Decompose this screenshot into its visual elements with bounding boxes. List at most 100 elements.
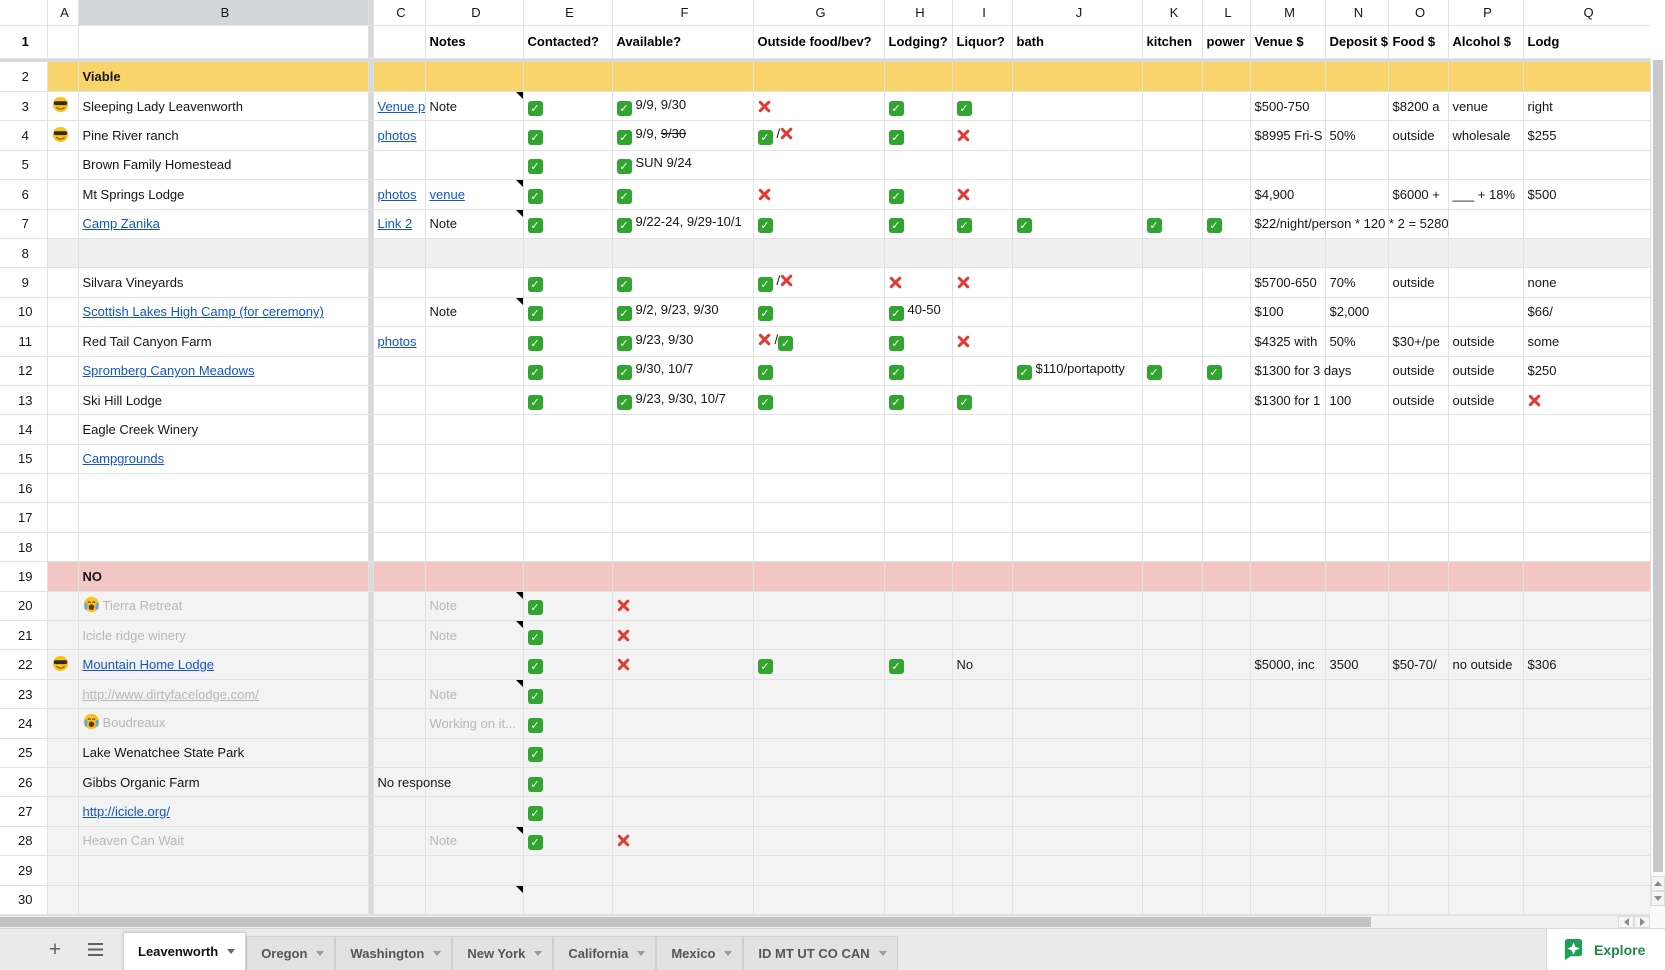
cell-B13[interactable]: Ski Hill Lodge (78, 385, 369, 416)
cell-I22[interactable]: No (952, 649, 1013, 680)
cell-F10[interactable]: ✓ 9/2, 9/23, 9/30 (612, 297, 754, 328)
cell-G11[interactable]: / ✓ (753, 326, 885, 357)
cell-N18[interactable] (1325, 532, 1389, 563)
cell-E30[interactable] (523, 885, 613, 915)
tab-dropdown-icon[interactable] (316, 951, 325, 956)
cell-H10[interactable]: ✓ 40-50 (884, 297, 953, 328)
cell-K18[interactable] (1142, 532, 1203, 563)
cell-K10[interactable] (1142, 297, 1203, 328)
cell-F29[interactable] (612, 855, 754, 886)
cell-F4[interactable]: ✓ 9/9, 9/30 (612, 120, 754, 151)
cell-F26[interactable] (612, 767, 754, 798)
cell-link[interactable]: photos (377, 186, 417, 202)
tab-oregon[interactable]: Oregon (246, 936, 336, 970)
cell-I24[interactable] (952, 708, 1013, 739)
cell-M19[interactable] (1250, 561, 1326, 592)
cell-N22[interactable]: 3500 (1325, 649, 1389, 680)
cell-I8[interactable] (952, 238, 1013, 269)
cell-K9[interactable] (1142, 267, 1203, 298)
cell-A18[interactable] (47, 532, 79, 563)
cell-C4[interactable]: photos (373, 120, 426, 151)
cell-M16[interactable] (1250, 473, 1326, 504)
cell-N14[interactable] (1325, 414, 1389, 445)
cell-J21[interactable] (1012, 620, 1143, 651)
cell-P8[interactable] (1448, 238, 1524, 269)
cell-Q6[interactable]: $500 (1523, 179, 1650, 210)
cell-I30[interactable] (952, 885, 1013, 915)
cell-N15[interactable] (1325, 444, 1389, 475)
frozen-column-divider[interactable] (368, 0, 374, 26)
col-header-H[interactable]: H (884, 0, 953, 26)
cell-G29[interactable] (753, 855, 885, 886)
vertical-scrollbar[interactable] (1650, 58, 1665, 907)
cell-H16[interactable] (884, 473, 953, 504)
cell-G10[interactable]: ✓ (753, 297, 885, 328)
cell-O2[interactable] (1388, 61, 1449, 92)
cell-F5[interactable]: ✓ SUN 9/24 (612, 150, 754, 181)
cell-L29[interactable] (1202, 855, 1251, 886)
cell-E24[interactable]: ✓ (523, 708, 613, 739)
cell-K25[interactable] (1142, 738, 1203, 768)
cell-M7[interactable]: $22/night/person * 120 * 2 = 5280 (1250, 209, 1449, 239)
col-header-J[interactable]: J (1012, 0, 1143, 26)
cell-D18[interactable] (425, 532, 524, 563)
cell-M11[interactable]: $4325 with (1250, 326, 1326, 357)
cell-P19[interactable] (1448, 561, 1524, 592)
cell-M26[interactable] (1250, 767, 1326, 798)
row-header-30[interactable]: 30 (0, 885, 48, 915)
cell-J12[interactable]: ✓ $110/portapotty (1012, 356, 1143, 386)
cell-K12[interactable]: ✓ (1142, 356, 1203, 386)
col-header-E[interactable]: E (523, 0, 613, 26)
cell-A6[interactable] (47, 179, 79, 210)
cell-B27[interactable]: http://icicle.org/ (78, 796, 369, 827)
cell-O28[interactable] (1388, 826, 1449, 857)
cell-Q12[interactable]: $250 (1523, 356, 1650, 386)
cell-A30[interactable] (47, 885, 79, 915)
cell-Q24[interactable] (1523, 708, 1650, 739)
cell-D19[interactable] (425, 561, 524, 592)
cell-H3[interactable]: ✓ (884, 91, 953, 122)
cell-J17[interactable] (1012, 502, 1143, 533)
cell-L8[interactable] (1202, 238, 1251, 269)
cell-Q26[interactable] (1523, 767, 1650, 798)
cell-L16[interactable] (1202, 473, 1251, 504)
cell-D7[interactable]: Note (425, 209, 524, 239)
cell-B10[interactable]: Scottish Lakes High Camp (for ceremony) (78, 297, 369, 328)
cell-P4[interactable]: wholesale (1448, 120, 1524, 151)
cell-G16[interactable] (753, 473, 885, 504)
cell-Q20[interactable] (1523, 591, 1650, 622)
cell-B23[interactable]: http://www.dirtyfacelodge.com/ (78, 679, 369, 710)
cell-B22[interactable]: Mountain Home Lodge (78, 649, 369, 680)
cell-E22[interactable]: ✓ (523, 649, 613, 680)
cell-I4[interactable] (952, 120, 1013, 151)
tab-dropdown-icon[interactable] (724, 951, 733, 956)
cell-I2[interactable] (952, 61, 1013, 92)
cell-P3[interactable]: venue (1448, 91, 1524, 122)
cell-O4[interactable]: outside (1388, 120, 1449, 151)
cell-G8[interactable] (753, 238, 885, 269)
cell-C23[interactable] (373, 679, 426, 710)
col-header-N[interactable]: N (1325, 0, 1389, 26)
cell-J13[interactable] (1012, 385, 1143, 416)
col-header-G[interactable]: G (753, 0, 885, 26)
cell-F13[interactable]: ✓ 9/23, 9/30, 10/7 (612, 385, 754, 416)
cell-O22[interactable]: $50-70/ (1388, 649, 1449, 680)
cell-P23[interactable] (1448, 679, 1524, 710)
cell-L17[interactable] (1202, 502, 1251, 533)
cell-P17[interactable] (1448, 502, 1524, 533)
cell-Q22[interactable]: $306 (1523, 649, 1650, 680)
cell-K23[interactable] (1142, 679, 1203, 710)
cell-F28[interactable] (612, 826, 754, 857)
cell-B12[interactable]: Spromberg Canyon Meadows (78, 356, 369, 386)
cell-C24[interactable] (373, 708, 426, 739)
cell-G27[interactable] (753, 796, 885, 827)
cell-L10[interactable] (1202, 297, 1251, 328)
cell-N8[interactable] (1325, 238, 1389, 269)
cell-E7[interactable]: ✓ (523, 209, 613, 239)
cell-N26[interactable] (1325, 767, 1389, 798)
cell-J23[interactable] (1012, 679, 1143, 710)
cell-B25[interactable]: Lake Wenatchee State Park (78, 738, 369, 768)
cell-F30[interactable] (612, 885, 754, 915)
row-header-14[interactable]: 14 (0, 414, 48, 445)
cell-D3[interactable]: Note (425, 91, 524, 122)
